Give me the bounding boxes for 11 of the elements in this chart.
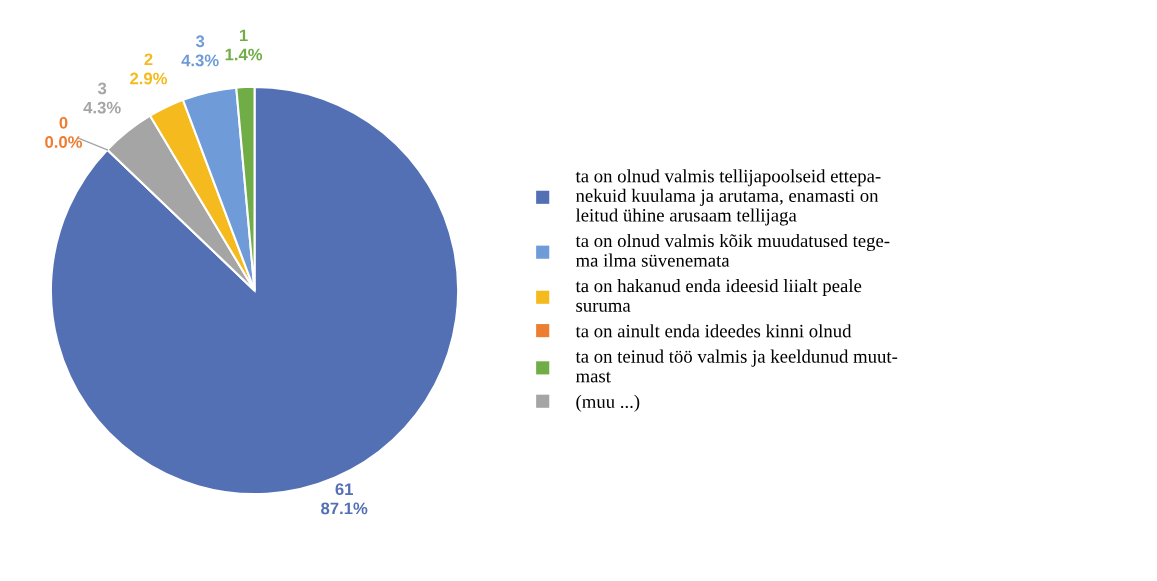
data-label: 1 1.4% [225, 29, 263, 61]
legend-label: ta on teinud töö valmis ja keeldunud muut- mast [575, 349, 898, 383]
data-label: 3 4.3% [181, 35, 219, 67]
legend-label: ta on olnud valmis tellijapoolseid ettepa- nekuid kuulama ja arutama, enamasti on leitud ühine arusaam tellijaga [575, 169, 881, 226]
legend-label: ta on olnud valmis kõik muudatused tege- ma ilma süvenemata [575, 233, 890, 267]
text: 0 0.0% [45, 116, 83, 148]
data-label: 61 87.1% [321, 483, 368, 515]
data-label: 2 2.9% [130, 53, 168, 85]
legend-label: (muu ...) [576, 394, 640, 412]
legend-label: ta on ainult enda ideedes kinni olnud [575, 324, 852, 338]
data-label: 3 4.3% [83, 82, 121, 114]
